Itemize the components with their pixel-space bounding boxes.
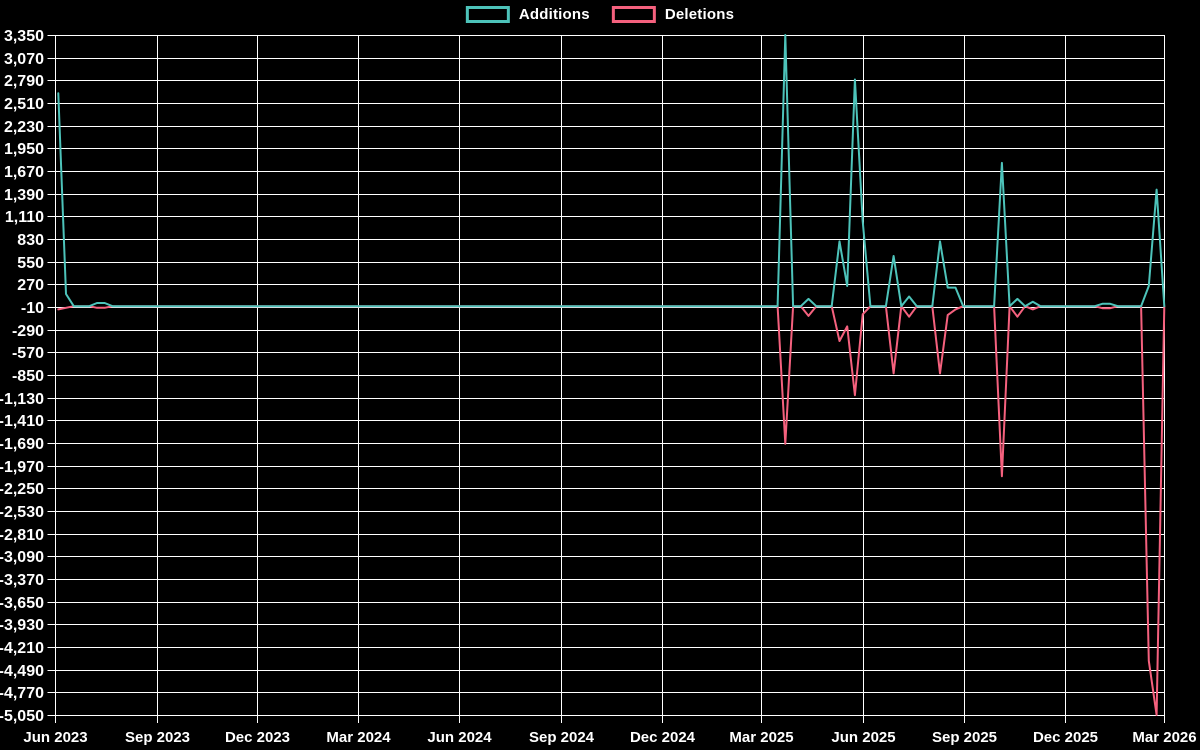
y-tick-label: -3,370: [0, 572, 44, 589]
y-tick-label: -3,650: [0, 595, 44, 612]
x-tick-label: Mar 2026: [1132, 729, 1196, 746]
x-tick-label: Dec 2025: [1033, 729, 1098, 746]
y-tick-label: 1,950: [4, 141, 44, 158]
y-tick-label: -10: [21, 300, 44, 317]
legend-label-deletions: Deletions: [664, 6, 735, 23]
y-tick-label: 270: [17, 277, 44, 294]
y-tick-label: -1,410: [0, 413, 44, 430]
y-tick-label: -2,530: [0, 504, 44, 521]
y-tick-label: -1,970: [0, 459, 44, 476]
y-tick-label: 1,390: [4, 187, 44, 204]
y-tick-label: 1,670: [4, 164, 44, 181]
y-tick-label: -2,810: [0, 527, 44, 544]
y-tick-label: 2,510: [4, 96, 44, 113]
y-tick-label: -3,090: [0, 549, 44, 566]
chart-legend: Additions Deletions: [465, 6, 735, 23]
deletions-line: [57, 305, 1166, 716]
y-tick-label: -4,770: [0, 685, 44, 702]
y-tick-label: -3,930: [0, 617, 44, 634]
y-tick-label: 1,110: [5, 209, 44, 226]
x-tick-label: Sep 2025: [932, 729, 997, 746]
x-tick-label: Mar 2024: [326, 729, 391, 746]
y-tick-label: -4,210: [0, 640, 44, 657]
legend-item-deletions[interactable]: Deletions: [611, 6, 735, 23]
x-tick-label: Dec 2023: [225, 729, 290, 746]
x-tick-label: Dec 2024: [630, 729, 696, 746]
y-tick-label: -2,250: [0, 481, 44, 498]
x-tick-label: Jun 2024: [427, 729, 492, 746]
additions-swatch-icon: [465, 6, 510, 23]
x-tick-label: Sep 2023: [125, 729, 190, 746]
y-tick-label: 550: [17, 255, 44, 272]
y-tick-label: 2,230: [4, 119, 44, 136]
x-tick-label: Sep 2024: [529, 729, 595, 746]
additions-line: [57, 34, 1166, 308]
y-tick-label: -1,130: [0, 391, 44, 408]
y-tick-label: -1,690: [0, 436, 44, 453]
legend-item-additions[interactable]: Additions: [465, 6, 590, 23]
x-tick-label: Jun 2025: [831, 729, 895, 746]
y-tick-label: 830: [17, 232, 44, 249]
y-tick-label: -570: [12, 345, 44, 362]
y-tick-label: 3,350: [4, 28, 44, 45]
y-tick-label: -850: [12, 368, 44, 385]
y-tick-label: -290: [12, 323, 44, 340]
y-tick-label: 3,070: [4, 51, 44, 68]
x-tick-label: Mar 2025: [729, 729, 793, 746]
y-tick-label: 2,790: [4, 73, 44, 90]
x-tick-label: Jun 2023: [23, 729, 87, 746]
y-tick-label: -4,490: [0, 663, 44, 680]
legend-label-additions: Additions: [518, 6, 590, 23]
y-tick-label: -5,050: [0, 708, 44, 725]
deletions-swatch-icon: [611, 6, 656, 23]
